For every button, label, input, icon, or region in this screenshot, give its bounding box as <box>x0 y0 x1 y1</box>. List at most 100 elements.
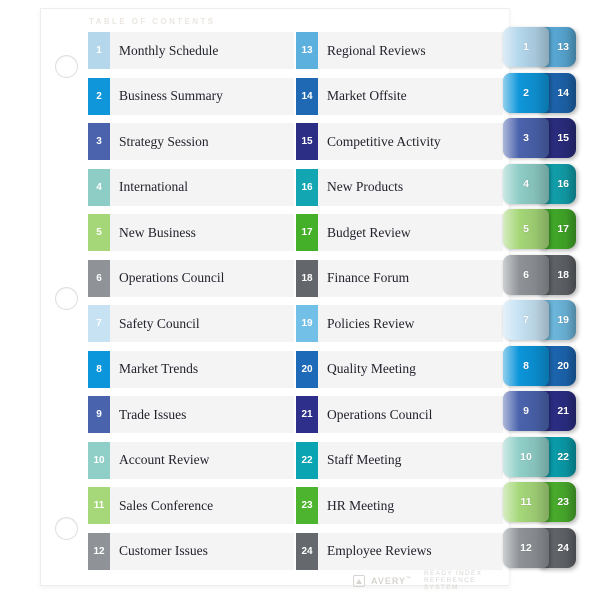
tab-number: 7 <box>523 314 529 326</box>
toc-row: 4 International <box>88 168 294 206</box>
toc-row: 21 Operations Council <box>296 396 503 433</box>
trademark-symbol: ™ <box>406 575 413 582</box>
tab-number: 16 <box>557 177 569 190</box>
toc-number-badge: 7 <box>88 305 110 342</box>
tab-number: 22 <box>557 450 569 463</box>
toc-label: Customer Issues <box>110 532 294 570</box>
toc-row: 2 Business Summary <box>88 77 294 115</box>
toc-number-badge: 8 <box>88 350 110 388</box>
toc-number-badge: 10 <box>88 441 110 479</box>
toc-number-badge: 13 <box>296 32 318 69</box>
tab-number: 13 <box>557 41 569 53</box>
toc-number-badge: 18 <box>296 259 318 297</box>
toc-row: 20 Quality Meeting <box>296 350 503 388</box>
tab-number: 8 <box>523 359 529 372</box>
toc-row: 8 Market Trends <box>88 350 294 388</box>
tab-number: 23 <box>557 496 569 508</box>
toc-number-badge: 5 <box>88 214 110 251</box>
toc-label: Monthly Schedule <box>110 32 294 69</box>
toc-column-right: 13 Regional Reviews 14 Market Offsite 15 Comp… <box>296 32 503 578</box>
toc-row: 22 Staff Meeting <box>296 441 503 479</box>
toc-label: Safety Council <box>110 305 294 342</box>
toc-row: 19 Policies Review <box>296 305 503 342</box>
toc-row: 11 Sales Conference <box>88 487 294 524</box>
toc-number-badge: 20 <box>296 350 318 388</box>
tab-number: 10 <box>520 450 532 463</box>
tab-number: 15 <box>557 132 569 144</box>
tab-number: 20 <box>557 359 569 372</box>
toc-number-badge: 2 <box>88 77 110 115</box>
toc-label: Account Review <box>110 441 294 479</box>
toc-number-badge: 14 <box>296 77 318 115</box>
punch-hole <box>55 287 78 310</box>
index-tab-back: 17 <box>537 209 576 249</box>
tab-number: 1 <box>523 41 529 53</box>
toc-row: 13 Regional Reviews <box>296 32 503 69</box>
toc-row: 16 New Products <box>296 168 503 206</box>
toc-number-badge: 3 <box>88 123 110 160</box>
toc-number-badge: 12 <box>88 532 110 570</box>
toc-row: 5 New Business <box>88 214 294 251</box>
toc-row: 24 Employee Reviews <box>296 532 503 570</box>
toc-label: Quality Meeting <box>318 350 503 388</box>
tab-number: 2 <box>523 86 529 99</box>
index-tab-back: 20 <box>537 345 576 386</box>
toc-label: Budget Review <box>318 214 503 251</box>
toc-label: Strategy Session <box>110 123 294 160</box>
toc-label: Operations Council <box>110 259 294 297</box>
toc-label: International <box>110 168 294 206</box>
toc-number-badge: 19 <box>296 305 318 342</box>
tab-number: 4 <box>523 177 529 190</box>
index-tab-back: 16 <box>537 163 576 204</box>
tab-number: 9 <box>523 405 529 417</box>
tab-number: 24 <box>557 541 569 554</box>
toc-label: Regional Reviews <box>318 32 503 69</box>
index-tab-back: 23 <box>537 482 576 522</box>
toc-number-badge: 17 <box>296 214 318 251</box>
toc-row: 17 Budget Review <box>296 214 503 251</box>
page-title: TABLE OF CONTENTS <box>89 17 216 26</box>
toc-label: Market Trends <box>110 350 294 388</box>
divider-page: TABLE OF CONTENTS 1 Monthly Schedule 2 Busi… <box>40 8 510 591</box>
toc-label: Business Summary <box>110 77 294 115</box>
toc-label: Market Offsite <box>318 77 503 115</box>
tab-number: 12 <box>520 541 532 554</box>
toc-number-badge: 6 <box>88 259 110 297</box>
toc-number-badge: 24 <box>296 532 318 570</box>
toc-label: Finance Forum <box>318 259 503 297</box>
tab-number: 17 <box>557 223 569 235</box>
punch-hole <box>55 55 78 78</box>
index-tab-back: 22 <box>537 436 576 477</box>
tab-number: 14 <box>557 86 569 99</box>
index-tab-back: 18 <box>537 254 576 295</box>
brand-footer: AVERY™ READY INDEX REFERENCE SYSTEM <box>353 570 509 591</box>
avery-logo-icon <box>353 574 365 587</box>
toc-number-badge: 11 <box>88 487 110 524</box>
tab-number: 6 <box>523 268 529 281</box>
toc-row: 10 Account Review <box>88 441 294 479</box>
toc-label: New Products <box>318 168 503 206</box>
index-tab-back: 21 <box>537 391 576 431</box>
toc-label: Operations Council <box>318 396 503 433</box>
toc-row: 7 Safety Council <box>88 305 294 342</box>
toc-number-badge: 4 <box>88 168 110 206</box>
toc-label: Staff Meeting <box>318 441 503 479</box>
toc-number-badge: 23 <box>296 487 318 524</box>
tab-number: 18 <box>557 268 569 281</box>
toc-number-badge: 9 <box>88 396 110 433</box>
toc-row: 18 Finance Forum <box>296 259 503 297</box>
toc-label: Competitive Activity <box>318 123 503 160</box>
punch-hole <box>55 517 78 540</box>
toc-row: 23 HR Meeting <box>296 487 503 524</box>
toc-row: 14 Market Offsite <box>296 77 503 115</box>
toc-row: 6 Operations Council <box>88 259 294 297</box>
toc-row: 9 Trade Issues <box>88 396 294 433</box>
toc-row: 1 Monthly Schedule <box>88 32 294 69</box>
toc-number-badge: 15 <box>296 123 318 160</box>
toc-number-badge: 1 <box>88 32 110 69</box>
index-tab-back: 19 <box>537 300 576 340</box>
toc-row: 15 Competitive Activity <box>296 123 503 160</box>
tab-number: 5 <box>523 223 529 235</box>
tab-number: 3 <box>523 132 529 144</box>
toc-label: Sales Conference <box>110 487 294 524</box>
